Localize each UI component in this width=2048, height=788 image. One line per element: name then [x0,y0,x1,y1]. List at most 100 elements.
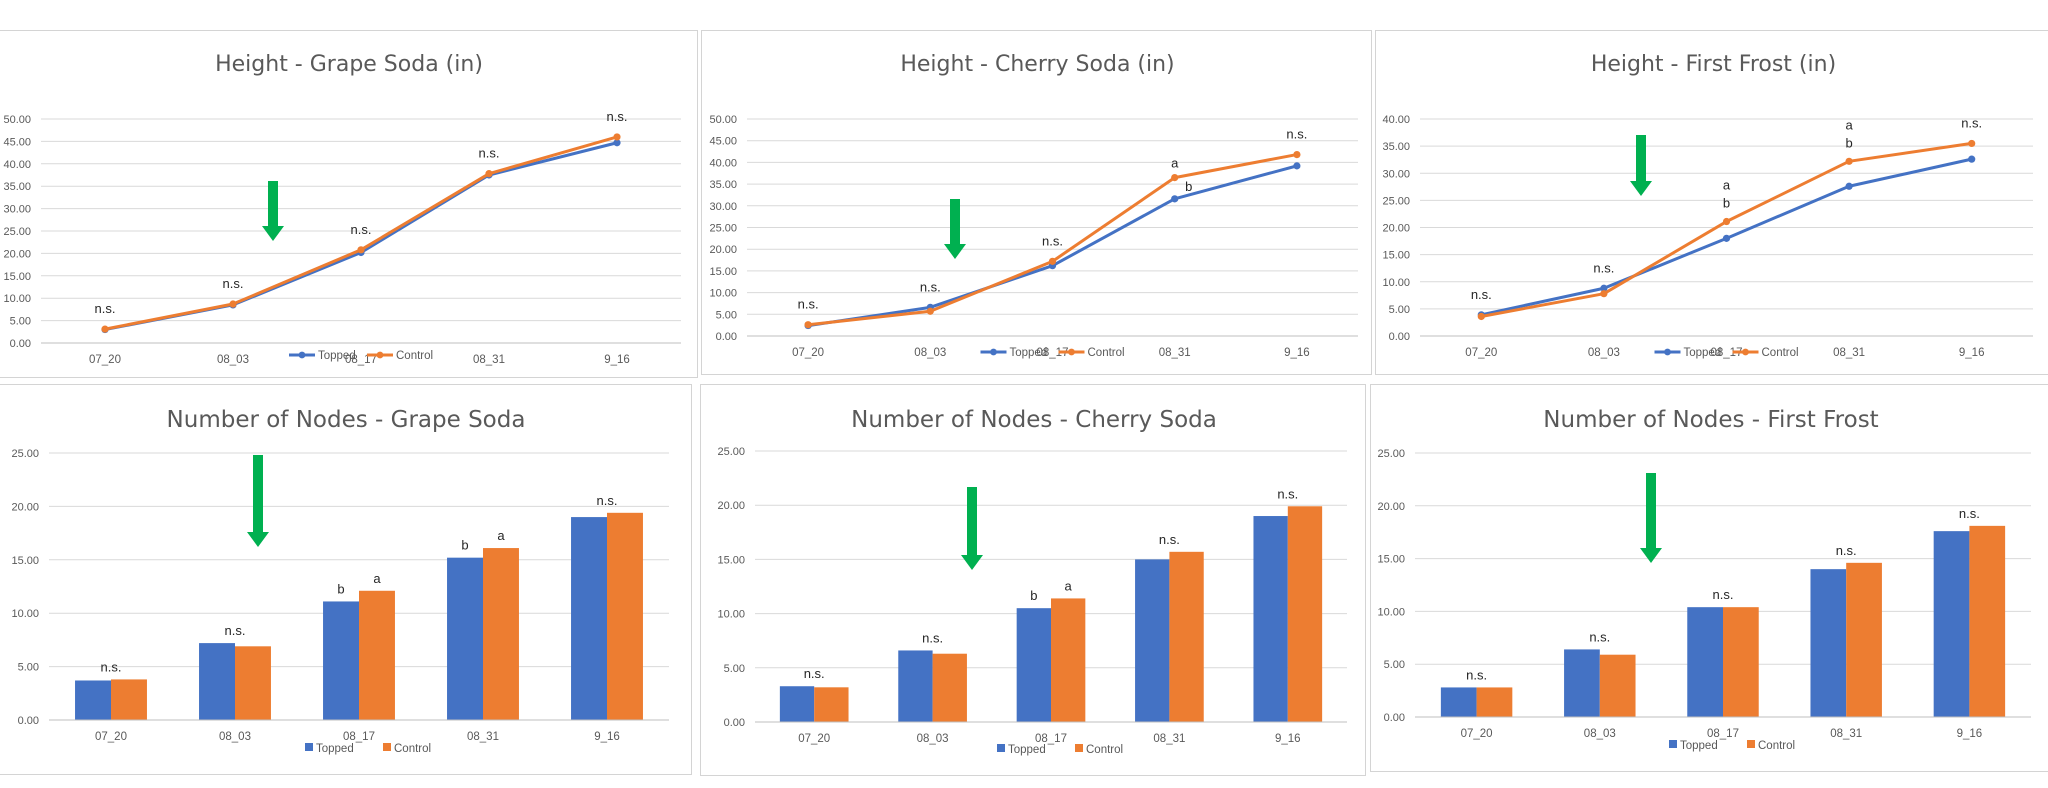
data-point-control [1293,150,1301,159]
legend-label-control: Control [1088,347,1125,359]
arrow-down-icon [967,487,977,556]
y-tick-label: 0.00 [716,331,737,343]
significance-label: n.s. [95,301,116,316]
x-tick-label: 9_16 [604,354,630,366]
chart-title: Number of Nodes - First Frost [1543,407,1878,433]
x-tick-label: 08_31 [1153,733,1185,745]
y-tick-label: 30.00 [709,201,737,213]
y-tick-label: 25.00 [709,223,737,235]
chart-nodes-grape: Number of Nodes - Grape Soda 0.00 5.00 10.0… [11,407,669,755]
legend-swatch-topped [305,743,313,751]
y-tick-label: 30.00 [3,204,31,216]
legend-label-topped: Topped [1008,744,1046,756]
significance-label: a [373,571,381,586]
data-point-control [1968,139,1976,148]
significance-label: a [497,528,505,543]
y-tick-label: 25.00 [1382,195,1410,207]
arrow-down-icon [1636,135,1646,182]
data-point-control [1048,257,1057,265]
bar-control [1476,687,1513,717]
bar-control [359,590,395,720]
y-tick-label: 15.00 [1377,554,1405,566]
legend-marker-control [1068,348,1075,356]
bar-control [1723,607,1759,717]
x-tick-label: 07_20 [1461,728,1493,740]
data-point-topped [1600,284,1608,292]
significance-label: n.s. [1589,629,1610,644]
significance-label: n.s. [804,666,825,681]
bar-topped [1810,569,1847,717]
arrow-down-icon-head [961,555,983,570]
significance-label: b [1030,588,1037,603]
x-tick-label: 08_31 [467,731,499,743]
legend-label-control: Control [1762,347,1799,359]
bar-control [932,653,967,722]
bar-topped [75,680,111,720]
bar-control [1599,654,1636,717]
x-tick-label: 08_17 [1037,347,1069,359]
significance-label: n.s. [798,297,819,312]
x-tick-label: 08_17 [345,354,377,366]
chart-title: Height - Grape Soda (in) [215,52,483,77]
y-tick-label: 20.00 [1382,223,1410,235]
y-tick-label: 10.00 [717,609,745,621]
chart-title: Number of Nodes - Grape Soda [167,407,526,433]
significance-label: b [1723,196,1730,211]
significance-label: n.s. [1593,260,1614,275]
chart-title: Height - First Frost (in) [1591,52,1836,77]
data-point-topped [1293,162,1301,170]
x-tick-label: 07_20 [89,354,121,366]
y-tick-label: 15.00 [11,555,39,567]
x-tick-label: 9_16 [1959,347,1985,359]
y-tick-label: 45.00 [3,136,31,148]
series-line-control [1481,141,1972,318]
legend-swatch-topped [997,744,1005,752]
y-tick-label: 0.00 [10,338,31,350]
x-tick-label: 08_17 [1035,733,1067,745]
y-tick-label: 5.00 [716,309,737,321]
significance-label: n.s. [920,279,941,294]
x-tick-label: 08_31 [1159,347,1191,359]
bar-topped [898,650,933,722]
bar-control [607,512,643,720]
arrow-down-icon-head [944,244,966,259]
chart-title: Number of Nodes - Cherry Soda [851,407,1217,433]
chart-panel-nodes-frost: Number of Nodes - First Frost 0.00 5.00 10.… [1370,384,2048,772]
bar-topped [1016,608,1051,722]
y-tick-label: 5.00 [1389,304,1410,316]
chart-height-grape: Height - Grape Soda (in) 0.00 5.00 10.00 15.… [3,52,681,366]
bar-topped [199,643,235,720]
y-tick-label: 5.00 [1384,659,1405,671]
data-point-control [1845,157,1853,165]
bar-topped [1564,649,1600,717]
y-tick-label: 20.00 [3,248,31,260]
bar-control [235,646,271,720]
legend-label-control: Control [396,350,433,362]
y-tick-label: 40.00 [1382,114,1410,126]
significance-label: b [337,581,344,596]
y-tick-label: 35.00 [1382,141,1410,153]
data-point-topped [1968,155,1976,163]
data-point-topped [1845,182,1853,190]
x-tick-label: 9_16 [594,731,620,743]
bar-topped [323,601,359,720]
x-tick-label: 07_20 [792,347,824,359]
data-point-control [804,321,812,329]
significance-label: n.s. [597,493,618,508]
x-tick-label: 08_03 [917,733,949,745]
y-tick-label: 15.00 [709,266,737,278]
data-point-control [229,300,237,308]
x-tick-label: 07_20 [95,731,127,743]
legend-label-topped: Topped [1680,740,1718,752]
x-tick-label: 9_16 [1284,347,1310,359]
y-tick-label: 0.00 [1384,712,1405,724]
legend-swatch-topped [1669,740,1677,748]
bar-control [1969,525,2006,717]
x-tick-label: 08_31 [1830,728,1862,740]
y-tick-label: 0.00 [18,715,39,727]
significance-label: b [461,538,468,553]
chart-panel-height-grape: Height - Grape Soda (in) 0.00 5.00 10.00 15.… [0,30,698,378]
arrow-down-icon-head [1630,181,1652,196]
chart-panel-height-frost: Height - First Frost (in) 0.00 5.00 10.00 15… [1375,30,2048,375]
legend-label-control: Control [1086,744,1123,756]
